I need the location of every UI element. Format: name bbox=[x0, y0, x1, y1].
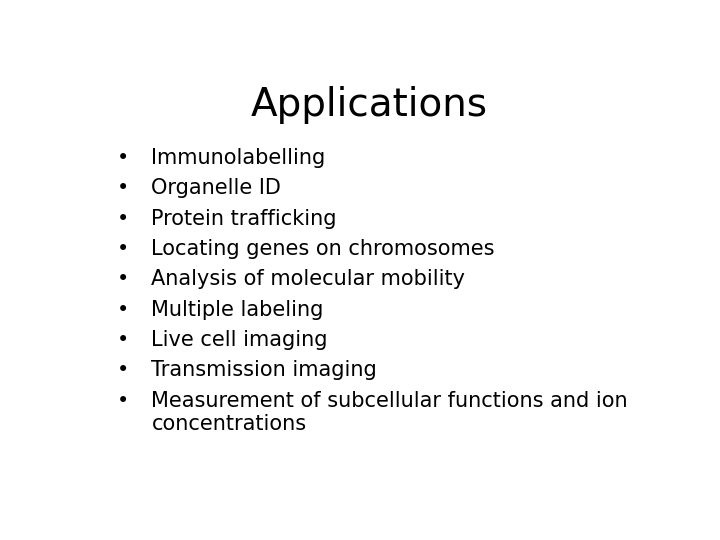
Text: Organelle ID: Organelle ID bbox=[151, 178, 282, 198]
Text: Immunolabelling: Immunolabelling bbox=[151, 148, 325, 168]
Text: •: • bbox=[117, 239, 130, 259]
Text: Live cell imaging: Live cell imaging bbox=[151, 330, 328, 350]
Text: •: • bbox=[117, 148, 130, 168]
Text: •: • bbox=[117, 330, 130, 350]
Text: Applications: Applications bbox=[251, 85, 487, 124]
Text: Locating genes on chromosomes: Locating genes on chromosomes bbox=[151, 239, 495, 259]
Text: Protein trafficking: Protein trafficking bbox=[151, 208, 337, 228]
Text: Transmission imaging: Transmission imaging bbox=[151, 360, 377, 381]
Text: •: • bbox=[117, 269, 130, 289]
Text: Multiple labeling: Multiple labeling bbox=[151, 300, 324, 320]
Text: •: • bbox=[117, 208, 130, 228]
Text: •: • bbox=[117, 300, 130, 320]
Text: Analysis of molecular mobility: Analysis of molecular mobility bbox=[151, 269, 465, 289]
Text: •: • bbox=[117, 178, 130, 198]
Text: •: • bbox=[117, 391, 130, 411]
Text: Measurement of subcellular functions and ion
concentrations: Measurement of subcellular functions and… bbox=[151, 391, 628, 434]
Text: •: • bbox=[117, 360, 130, 381]
